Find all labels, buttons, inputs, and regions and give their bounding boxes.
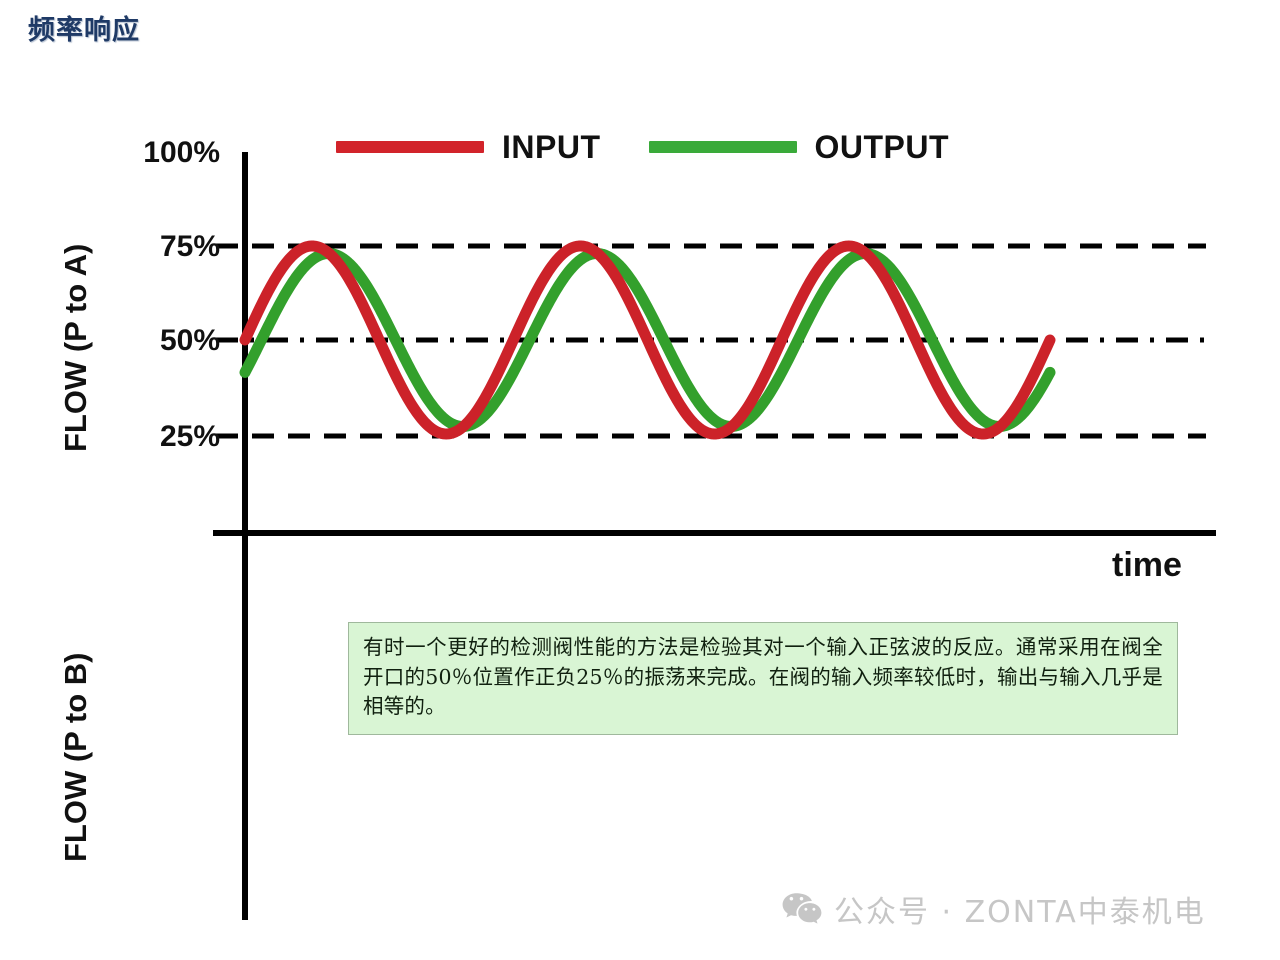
y-axis-title-p-to-b: FLOW (P to B) [58, 652, 93, 863]
chart-legend: INPUT OUTPUT [336, 126, 949, 168]
explanatory-note-text: 有时一个更好的检测阀性能的方法是检验其对一个输入正弦波的反应。通常采用在阀全开口… [363, 635, 1163, 719]
legend-swatch-output [648, 141, 797, 153]
y-axis-title-p-to-a: FLOW (P to A) [58, 243, 93, 452]
y-tick-label-50: 50% [159, 324, 220, 357]
watermark: 公众号 · ZONTA中泰机电 [782, 887, 1206, 931]
legend-label-input: INPUT [502, 128, 601, 165]
series-line-output [239, 248, 1056, 432]
y-tick-label-100: 100% [143, 136, 220, 169]
series-line-input [239, 240, 1056, 440]
page-title: 频率响应 [28, 15, 140, 45]
y-tick-label-75: 75% [159, 230, 220, 263]
x-axis-title-time: time [1112, 546, 1182, 584]
y-tick-label-25: 25% [159, 420, 220, 453]
legend-item-output: OUTPUT [648, 128, 950, 166]
explanatory-note-box: 有时一个更好的检测阀性能的方法是检验其对一个输入正弦波的反应。通常采用在阀全开口… [348, 622, 1178, 736]
legend-item-input: INPUT [336, 129, 601, 166]
watermark-text: 公众号 · ZONTA中泰机电 [834, 895, 1206, 930]
legend-swatch-input [336, 141, 484, 153]
legend-label-output: OUTPUT [814, 128, 950, 165]
wechat-icon [782, 893, 822, 924]
